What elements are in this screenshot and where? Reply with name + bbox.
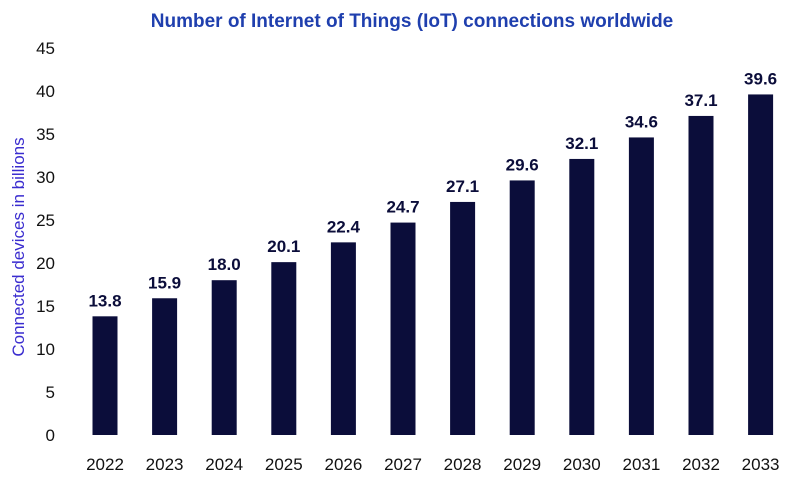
bars-group [92,94,774,435]
y-tick-label: 25 [36,211,55,230]
y-axis-ticks: 0 5 10 15 20 25 30 35 40 45 [36,39,55,445]
data-label-2033: 39.6 [744,69,777,88]
bar-2028 [450,201,476,435]
x-tick-label: 2029 [503,455,541,474]
data-label-2027: 24.7 [386,198,419,217]
bar-2025 [271,262,297,435]
x-tick-label: 2032 [682,455,720,474]
y-tick-label: 20 [36,254,55,273]
x-tick-label: 2022 [86,455,124,474]
y-tick-label: 40 [36,82,55,101]
x-tick-label: 2024 [205,455,243,474]
data-label-2022: 13.8 [88,291,121,310]
bar-2029 [509,180,535,435]
y-axis-label: Connected devices in billions [9,137,28,356]
x-tick-label: 2033 [742,455,780,474]
data-label-2026: 22.4 [327,217,361,236]
y-tick-label: 15 [36,297,55,316]
data-label-2028: 27.1 [446,177,479,196]
y-tick-label: 10 [36,340,55,359]
data-label-2029: 29.6 [506,155,539,174]
x-tick-label: 2025 [265,455,303,474]
x-tick-label: 2026 [324,455,362,474]
bar-2023 [152,298,178,435]
bar-2033 [748,94,774,435]
data-label-2025: 20.1 [267,237,300,256]
y-tick-label: 0 [46,426,55,445]
y-tick-label: 30 [36,168,55,187]
chart-title: Number of Internet of Things (IoT) conne… [151,11,674,32]
data-labels-group: 13.8 15.9 18.0 20.1 22.4 24.7 27.1 29.6 32.1 34.6… [88,69,777,310]
data-label-2030: 32.1 [565,134,598,153]
data-label-2023: 15.9 [148,273,181,292]
y-tick-label: 45 [36,39,55,58]
bar-2026 [330,242,356,435]
bar-2030 [569,158,595,435]
x-tick-label: 2027 [384,455,422,474]
bar-2031 [628,137,654,435]
y-tick-label: 35 [36,125,55,144]
data-label-2024: 18.0 [208,255,241,274]
bar-2032 [688,115,714,435]
x-tick-label: 2030 [563,455,601,474]
y-tick-label: 5 [46,383,55,402]
x-tick-label: 2023 [146,455,184,474]
x-tick-label: 2031 [622,455,660,474]
bar-2027 [390,222,416,435]
x-tick-label: 2028 [444,455,482,474]
data-label-2032: 37.1 [684,91,717,110]
x-axis-ticks: 2022 2023 2024 2025 2026 2027 2028 2029 2030 2031… [86,455,779,474]
bar-2024 [211,280,237,435]
data-label-2031: 34.6 [625,112,658,131]
bar-2022 [92,316,118,435]
